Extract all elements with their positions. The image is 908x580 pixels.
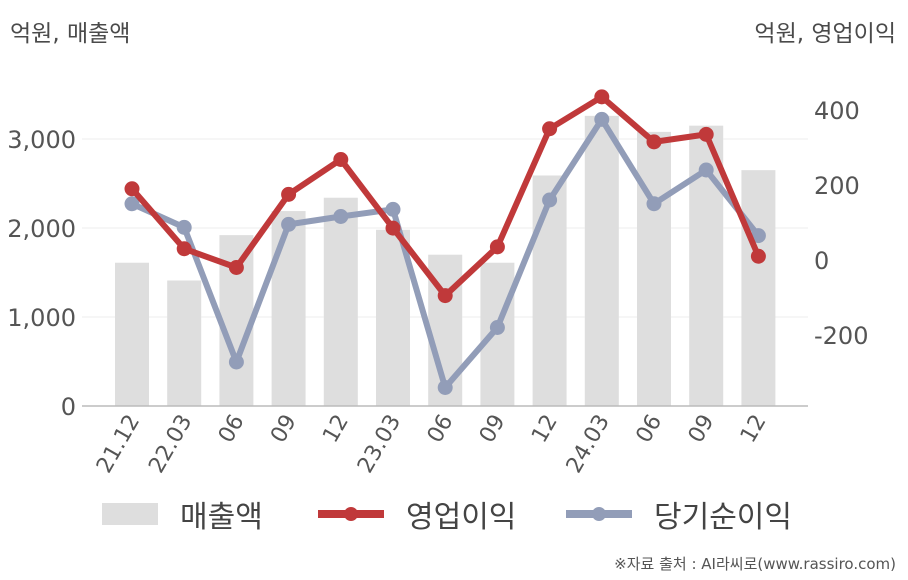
legend-label-net-income: 당기순이익 bbox=[654, 500, 792, 535]
net-income-point bbox=[228, 354, 244, 370]
left-axis-tick-label: 1,000 bbox=[7, 304, 76, 332]
x-axis-category-label: 06 bbox=[214, 411, 250, 448]
left-axis-unit-label: 억원, 매출액 bbox=[10, 21, 131, 47]
x-axis-category-label: 12 bbox=[736, 411, 772, 448]
left-axis-tick-label: 0 bbox=[61, 393, 76, 421]
revenue-bar bbox=[584, 115, 619, 407]
operating-profit-point bbox=[489, 239, 505, 255]
legend-label-revenue: 매출액 bbox=[180, 500, 263, 535]
profit-lines bbox=[124, 89, 766, 395]
operating-profit-point bbox=[281, 186, 297, 202]
net-income-point bbox=[437, 380, 453, 395]
x-axis-category-label: 22.03 bbox=[144, 411, 197, 478]
net-income-point bbox=[176, 219, 192, 235]
net-income-point bbox=[698, 162, 714, 178]
legend-swatch-operating-profit bbox=[318, 503, 384, 525]
x-axis-category-label: 24.03 bbox=[562, 411, 615, 478]
net-income-point bbox=[385, 201, 401, 217]
legend-swatch-net-income bbox=[566, 503, 632, 525]
left-axis-tick-label: 2,000 bbox=[7, 215, 76, 243]
operating-profit-point bbox=[176, 241, 192, 257]
x-axis-category-label: 12 bbox=[318, 411, 354, 448]
right-axis-tick-label: -200 bbox=[814, 322, 868, 350]
right-axis-tick-label: 200 bbox=[814, 172, 860, 200]
revenue-bar bbox=[376, 229, 410, 406]
operating-profit-point bbox=[124, 181, 140, 197]
net-income-point bbox=[750, 228, 766, 244]
revenue-bar bbox=[323, 197, 358, 406]
legend-swatch-revenue bbox=[102, 503, 158, 525]
operating-profit-point bbox=[333, 152, 349, 167]
net-income-point bbox=[281, 216, 297, 232]
net-income-point bbox=[333, 209, 349, 224]
revenue-bar bbox=[167, 280, 202, 406]
net-income-point bbox=[124, 196, 140, 212]
x-axis-category-label: 06 bbox=[423, 411, 459, 448]
operating-profit-point bbox=[646, 134, 662, 150]
right-axis-tick-label: 0 bbox=[814, 247, 829, 275]
x-axis-category-label: 06 bbox=[632, 411, 668, 448]
operating-profit-point bbox=[750, 248, 766, 264]
x-axis-category-label: 12 bbox=[527, 411, 563, 448]
x-axis-category-label: 09 bbox=[475, 411, 511, 448]
revenue-bar bbox=[115, 262, 149, 406]
legend-label-operating-profit: 영업이익 bbox=[406, 500, 517, 535]
net-income-point bbox=[542, 192, 558, 208]
revenue-bar bbox=[271, 211, 306, 406]
net-income-point bbox=[646, 196, 662, 212]
operating-profit-point bbox=[594, 89, 610, 105]
source-note: ※자료 출처 : AI라씨로(www.rassiro.com) bbox=[614, 555, 896, 573]
net-income-point bbox=[489, 320, 505, 335]
operating-profit-point bbox=[437, 288, 453, 304]
x-axis-category-label: 23.03 bbox=[353, 411, 406, 478]
left-axis-tick-label: 3,000 bbox=[7, 126, 76, 154]
right-axis-unit-label: 억원, 영업이익 bbox=[754, 21, 896, 47]
revenue-bar bbox=[741, 170, 776, 406]
net-income-point bbox=[594, 111, 610, 127]
legend-item-revenue: 매출액 bbox=[102, 492, 263, 536]
operating-profit-point bbox=[385, 220, 401, 236]
operating-profit-point bbox=[542, 121, 558, 137]
x-axis-category-label: 09 bbox=[266, 411, 302, 448]
right-axis-tick-label: 400 bbox=[814, 97, 860, 125]
revenue-bar bbox=[532, 175, 567, 406]
operating-profit-point bbox=[228, 260, 244, 275]
x-axis-category-label: 21.12 bbox=[92, 411, 145, 478]
operating-profit-point bbox=[698, 126, 714, 142]
legend: 매출액 영업이익 당기순이익 bbox=[0, 492, 908, 536]
legend-item-operating-profit: 영업이익 bbox=[318, 492, 516, 536]
revenue-bar bbox=[637, 131, 671, 406]
x-axis-category-label: 09 bbox=[684, 411, 720, 448]
legend-item-net-income: 당기순이익 bbox=[566, 492, 792, 536]
